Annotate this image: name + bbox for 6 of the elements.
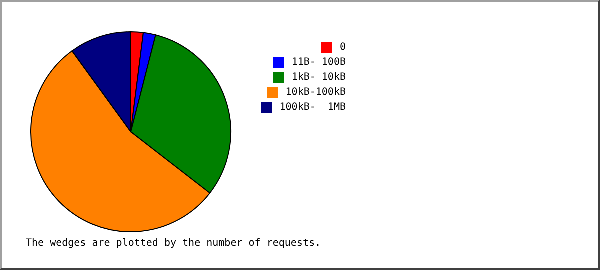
legend-label: 0 [340,42,346,53]
text: The wedges are plotted by the number of requests. [26,238,322,249]
legend-label: 100kB- 1MB [280,102,346,113]
legend-label: 1kB- 10kB [292,72,346,83]
legend-label: 11B- 100B [292,57,346,68]
legend-label: 10kB-100kB [286,87,346,98]
